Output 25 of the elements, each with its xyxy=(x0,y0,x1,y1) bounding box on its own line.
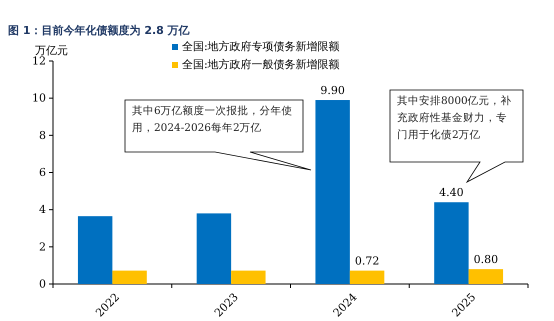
bar xyxy=(315,100,350,284)
y-tick-label: 0 xyxy=(39,278,46,291)
y-tick-label: 12 xyxy=(32,54,46,68)
y-tick-label: 4 xyxy=(39,203,46,216)
legend-label: 全国:地方政府专项债务新增限额 xyxy=(182,40,340,53)
data-label: 4.40 xyxy=(439,186,464,200)
chart-title: 图 1：目前今年化债额度为 2.8 万亿 xyxy=(8,24,191,37)
annotation: 其中安排8000亿元，补充政府性基金财力，专门用于化债2万亿 xyxy=(396,94,513,143)
data-label: 9.90 xyxy=(320,84,345,98)
bar xyxy=(112,270,147,284)
y-tick-label: 6 xyxy=(39,166,46,180)
y-axis-title: 万亿元 xyxy=(35,44,68,57)
bar xyxy=(196,213,232,284)
data-label: 0.72 xyxy=(354,254,380,268)
annotation: 其中6万亿额度一次报批，分年使用，2024-2026每年2万亿 xyxy=(131,104,294,136)
bar xyxy=(468,269,504,284)
y-tick-label: 8 xyxy=(39,128,46,142)
bar xyxy=(350,270,384,284)
y-tick-label: 2 xyxy=(39,240,46,254)
bar xyxy=(78,216,112,284)
y-tick-label: 10 xyxy=(32,92,46,105)
bar xyxy=(231,270,266,284)
data-label: 0.80 xyxy=(474,253,498,266)
legend-label: 全国:地方政府一般债务新增限额 xyxy=(182,58,340,71)
bar xyxy=(434,202,469,284)
